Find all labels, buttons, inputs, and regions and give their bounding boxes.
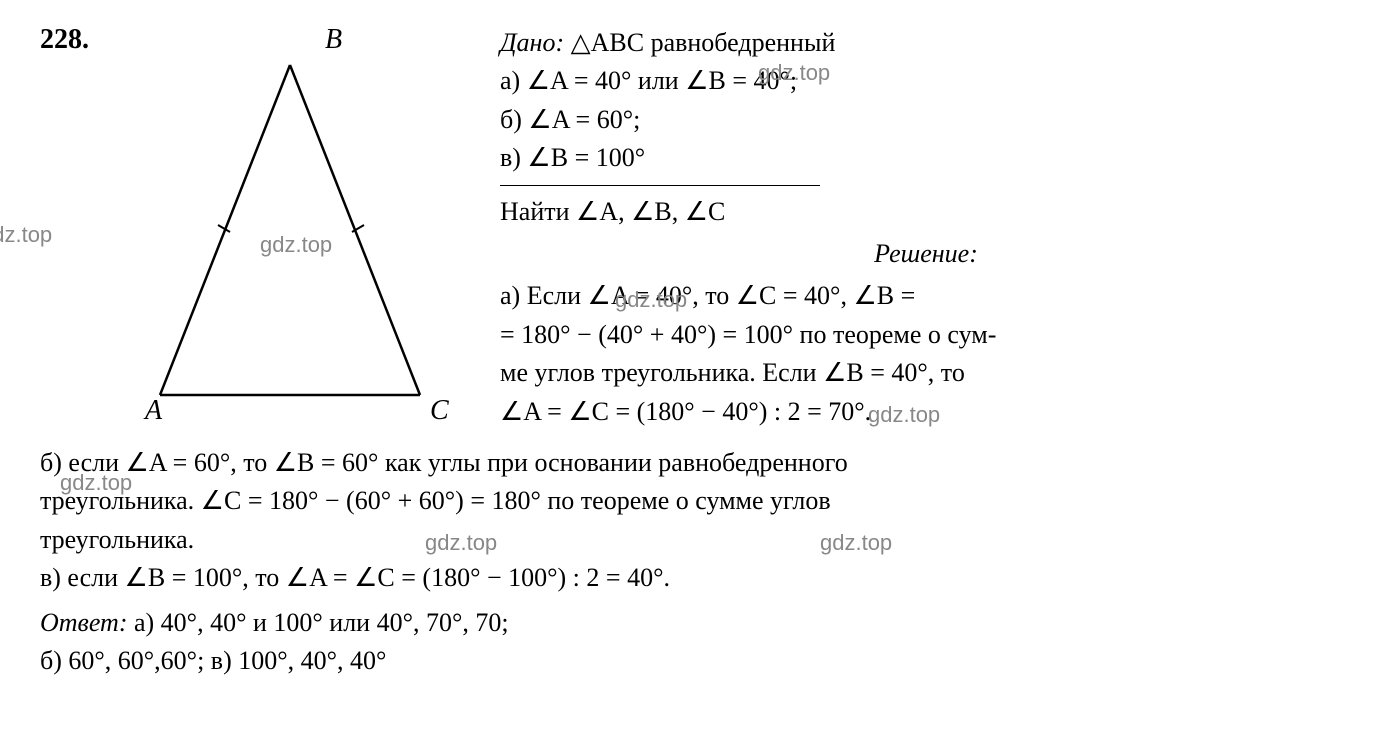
given-case-b: б) ∠A = 60°; bbox=[500, 102, 1352, 138]
answer-line1: Ответ: а) 40°, 40° и 100° или 40°, 70°, … bbox=[40, 605, 1352, 641]
answer-section: Ответ: а) 40°, 40° и 100° или 40°, 70°, … bbox=[40, 605, 1352, 680]
watermark: gdz.top bbox=[0, 220, 52, 251]
document-container: 228. B A C Дано: △ABC равнобедренный bbox=[40, 20, 1352, 681]
find-line: Найти ∠A, ∠B, ∠C bbox=[500, 194, 1352, 230]
given-title-line: Дано: △ABC равнобедренный bbox=[500, 25, 1352, 61]
watermark: gdz.top bbox=[615, 285, 687, 316]
watermark: gdz.top bbox=[260, 230, 332, 261]
top-section: 228. B A C Дано: △ABC равнобедренный bbox=[40, 20, 1352, 440]
answer-text1: а) 40°, 40° и 100° или 40°, 70°, 70; bbox=[134, 608, 509, 637]
right-column: Дано: △ABC равнобедренный а) ∠A = 40° ил… bbox=[500, 20, 1352, 432]
given-case-c: в) ∠B = 100° bbox=[500, 140, 1352, 176]
solution-b-line1: б) если ∠A = 60°, то ∠B = 60° как углы п… bbox=[40, 445, 1352, 481]
watermark: gdz.top bbox=[820, 528, 892, 559]
given-section: Дано: △ABC равнобедренный а) ∠A = 40° ил… bbox=[500, 25, 1352, 177]
divider-line bbox=[500, 185, 820, 186]
problem-number: 228. bbox=[40, 20, 89, 59]
solution-b-line2: треугольника. ∠C = 180° − (60° + 60°) = … bbox=[40, 483, 1352, 519]
watermark: gdz.top bbox=[425, 528, 497, 559]
given-triangle: △ABC равнобедренный bbox=[571, 28, 836, 57]
solution-a-line3: ме углов треугольника. Если ∠B = 40°, то bbox=[500, 355, 1352, 391]
solution-a-line2: = 180° − (40° + 40°) = 100° по теореме о… bbox=[500, 317, 1352, 353]
solution-c-line1: в) если ∠B = 100°, то ∠A = ∠C = (180° − … bbox=[40, 560, 1352, 596]
watermark: gdz.top bbox=[60, 468, 132, 499]
bottom-section: б) если ∠A = 60°, то ∠B = 60° как углы п… bbox=[40, 445, 1352, 681]
answer-label: Ответ: bbox=[40, 608, 127, 637]
given-case-a: а) ∠A = 40° или ∠B = 40°; bbox=[500, 63, 1352, 99]
answer-line2: б) 60°, 60°,60°; в) 100°, 40°, 40° bbox=[40, 643, 1352, 679]
solution-title: Решение: bbox=[500, 236, 1352, 272]
solution-b-line3: треугольника. bbox=[40, 522, 1352, 558]
watermark: gdz.top bbox=[868, 400, 940, 431]
watermark: gdz.top bbox=[758, 58, 830, 89]
given-label: Дано: bbox=[500, 28, 564, 57]
